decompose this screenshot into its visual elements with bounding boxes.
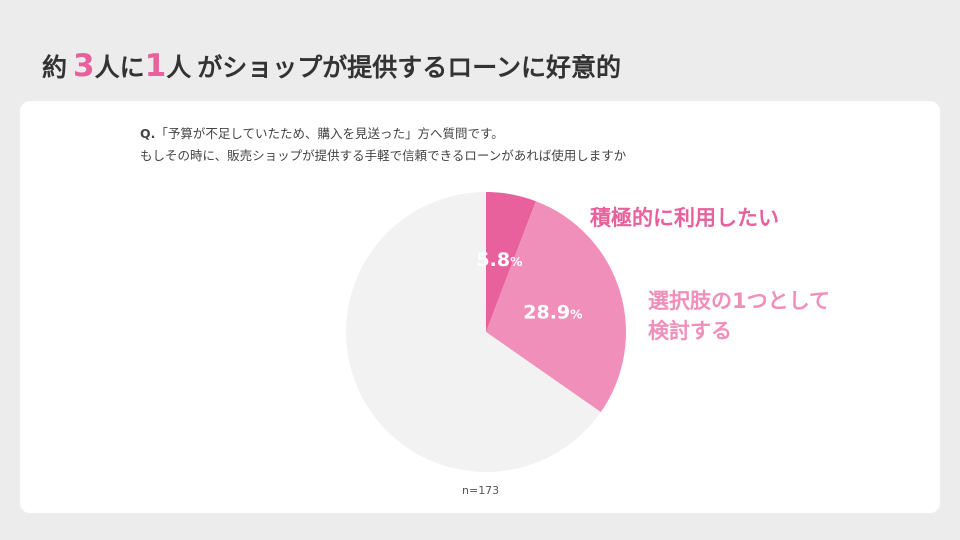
headline-num-2: 1	[144, 48, 167, 84]
survey-question: Q.「予算が不足していたため、購入を見送った」方へ質問です。 もしその時に、販売…	[140, 123, 626, 167]
question-marker: Q.	[140, 126, 156, 141]
headline-rest: がショップが提供するローンに好意的	[197, 53, 621, 82]
question-line-1: 「予算が不足していたため、購入を見送った」方へ質問です。	[155, 126, 504, 141]
pie-slice-1	[486, 201, 626, 413]
category-label-consider-line-1: 選択肢の1つとして	[648, 289, 830, 313]
category-label-active: 積極的に利用したい	[590, 206, 779, 230]
pie-slice-0	[486, 192, 536, 332]
headline-num-1: 3	[73, 48, 95, 84]
sample-size: n=173	[462, 484, 500, 497]
category-label-consider: 選択肢の1つとして 検討する	[648, 286, 830, 346]
question-line-2: もしその時に、販売ショップが提供する手軽で信頼できるローンがあれば使用しますか	[140, 148, 627, 163]
category-label-consider-line-2: 検討する	[648, 319, 732, 343]
pie-slice-2	[345, 192, 601, 472]
slice-value-label-1: 28.9%	[523, 301, 582, 323]
page-headline: 約 3人に1人 がショップが提供するローンに好意的	[42, 46, 621, 88]
headline-prefix: 約	[42, 53, 68, 82]
headline-unit-1: 人に	[94, 53, 145, 82]
headline-unit-2: 人	[166, 53, 192, 82]
slice-value-label-0: 5.8%	[476, 249, 522, 271]
